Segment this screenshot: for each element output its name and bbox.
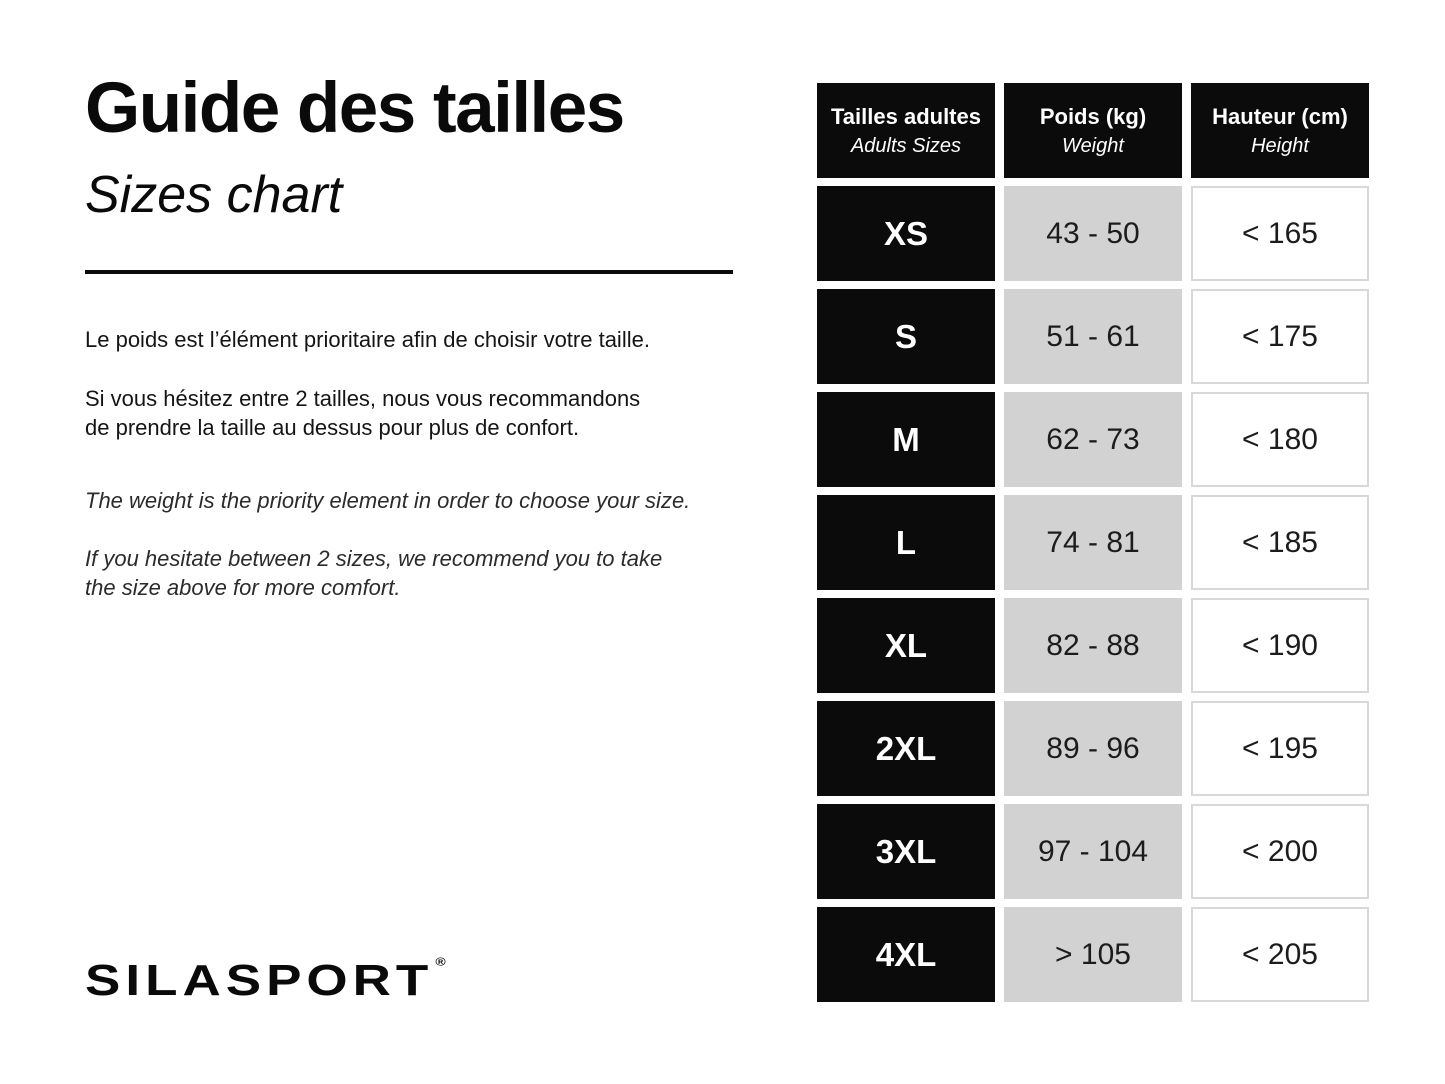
height-cell-s: < 175 [1191,289,1369,384]
height-cell-2xl: < 195 [1191,701,1369,796]
table-header-sizes: Tailles adultes Adults Sizes [817,83,995,178]
size-chart-table: Tailles adultes Adults Sizes Poids (kg) … [817,83,1369,1002]
size-cell-xs: XS [817,186,995,281]
weight-cell-m: 62 - 73 [1004,392,1182,487]
height-cell-3xl: < 200 [1191,804,1369,899]
intro-french-paragraph-1: Le poids est l’élément prioritaire afin … [85,325,765,354]
weight-cell-l: 74 - 81 [1004,495,1182,590]
weight-cell-2xl: 89 - 96 [1004,701,1182,796]
size-cell-l: L [817,495,995,590]
intro-english-paragraph-2: If you hesitate between 2 sizes, we reco… [85,544,765,602]
weight-cell-s: 51 - 61 [1004,289,1182,384]
size-cell-xl: XL [817,598,995,693]
header-secondary-label: Adults Sizes [850,134,962,157]
size-cell-4xl: 4XL [817,907,995,1002]
weight-cell-3xl: 97 - 104 [1004,804,1182,899]
height-cell-4xl: < 205 [1191,907,1369,1002]
weight-cell-xl: 82 - 88 [1004,598,1182,693]
table-header-height: Hauteur (cm) Height [1191,83,1369,178]
intro-french-line: de prendre la taille au dessus pour plus… [85,415,580,440]
intro-english-line: The weight is the priority element in or… [85,488,691,513]
size-cell-s: S [817,289,995,384]
height-cell-xs: < 165 [1191,186,1369,281]
intro-english-line: the size above for more comfort. [85,575,401,600]
page-title-french: Guide des tailles [85,69,625,148]
header-primary-label: Tailles adultes [831,103,981,129]
header-primary-label: Poids (kg) [1039,103,1147,129]
header-primary-label: Hauteur (cm) [1212,103,1348,129]
header-secondary-label: Weight [1062,134,1124,157]
brand-wordmark: SILASPORT [85,956,434,1006]
registered-trademark-icon: ® [435,955,446,969]
intro-french-line: Si vous hésitez entre 2 tailles, nous vo… [85,386,641,411]
header-secondary-label: Height [1251,134,1309,157]
intro-english-line: If you hesitate between 2 sizes, we reco… [85,546,663,571]
intro-french-paragraph-2: Si vous hésitez entre 2 tailles, nous vo… [85,384,765,442]
size-cell-2xl: 2XL [817,701,995,796]
intro-french-line: Le poids est l’élément prioritaire afin … [85,327,650,352]
height-cell-m: < 180 [1191,392,1369,487]
weight-cell-xs: 43 - 50 [1004,186,1182,281]
height-cell-l: < 185 [1191,495,1369,590]
size-cell-m: M [817,392,995,487]
brand-logo: SILASPORT ® [85,955,446,1006]
weight-cell-4xl: > 105 [1004,907,1182,1002]
height-cell-xl: < 190 [1191,598,1369,693]
page-title-english: Sizes chart [85,166,343,224]
size-cell-3xl: 3XL [817,804,995,899]
title-divider [85,270,733,274]
intro-english-paragraph-1: The weight is the priority element in or… [85,486,765,515]
table-header-weight: Poids (kg) Weight [1004,83,1182,178]
